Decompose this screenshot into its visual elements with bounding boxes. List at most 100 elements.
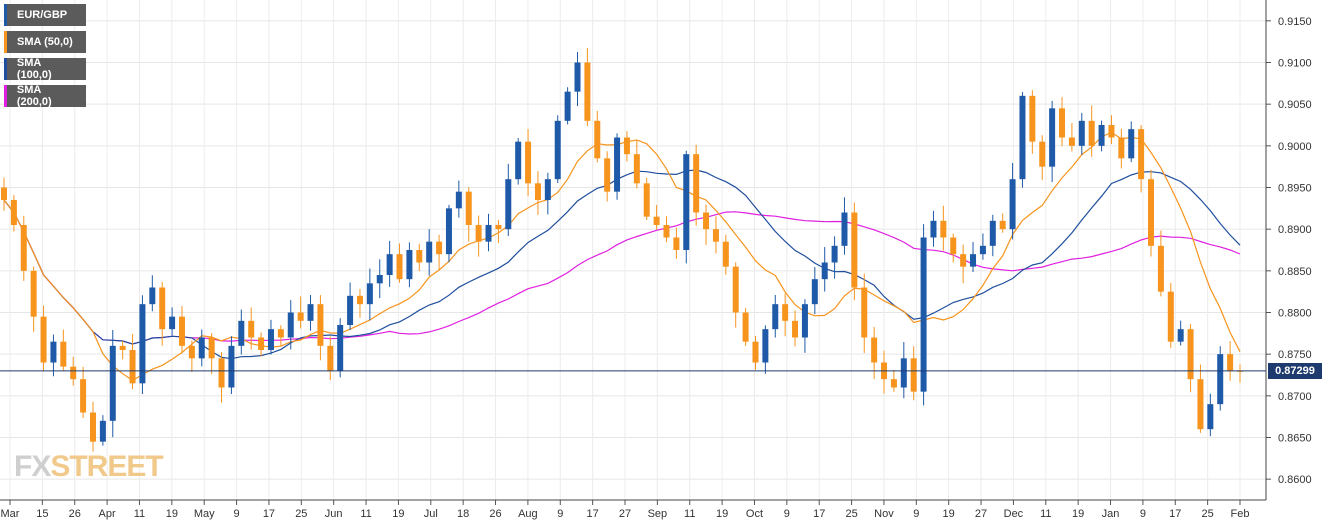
legend-item-sma50[interactable]: SMA (50,0) (4, 31, 86, 53)
candle-body (554, 120, 561, 180)
candle-body (534, 183, 541, 200)
candle-body (900, 358, 907, 388)
legend-item-sma100[interactable]: SMA (100,0) (4, 57, 86, 81)
candle-body (119, 345, 126, 350)
x-tick-label: 11 (1040, 508, 1051, 520)
legend-item-eurgbp[interactable]: EUR/GBP (4, 4, 86, 26)
x-tick-label: 25 (845, 508, 857, 520)
candle-body (1197, 379, 1204, 430)
candle-body (614, 137, 621, 192)
x-tick-label: Oct (746, 508, 763, 520)
y-tick-label: 0.9050 (1278, 99, 1312, 111)
candle-body (1088, 120, 1095, 146)
sma-50-path (3, 131, 1241, 382)
candle-body (426, 241, 433, 263)
legend-item-sma200[interactable]: SMA (200,0) (4, 84, 86, 108)
candle-body (238, 320, 245, 346)
y-tick-label: 0.8800 (1278, 308, 1312, 320)
candle-body (1029, 95, 1036, 142)
x-tick-label: 9 (913, 508, 919, 520)
candle-body (1078, 120, 1085, 146)
candle-body (495, 225, 502, 230)
x-tick-label: 9 (784, 508, 790, 520)
sma-50-line (3, 131, 1241, 382)
candle-body (248, 320, 255, 338)
candle-body (831, 245, 838, 263)
candle-body (1128, 129, 1135, 159)
candle-body (445, 208, 452, 255)
candle-body (208, 337, 215, 359)
x-tick-label: Jul (424, 508, 438, 520)
candle-body (1207, 404, 1214, 430)
candle-body (604, 158, 611, 192)
candle-body (1177, 329, 1184, 342)
candle-body (465, 191, 472, 225)
candle-body (1, 187, 7, 200)
candle-body (1019, 95, 1026, 180)
candle-body (712, 229, 719, 242)
candle-body (188, 345, 195, 359)
candle-body (317, 304, 324, 346)
candle-body (940, 220, 947, 238)
x-tick-label: 25 (1202, 508, 1214, 520)
candle-body (752, 341, 759, 363)
x-tick-label: 19 (716, 508, 728, 520)
candle-body (1098, 125, 1105, 146)
candle-body (10, 200, 17, 225)
y-tick-label: 0.8650 (1278, 433, 1312, 445)
candle-body (416, 250, 423, 263)
candle-body (673, 237, 680, 250)
candle-body (772, 304, 779, 330)
x-tick-label: 27 (619, 508, 631, 520)
candle-body (574, 62, 581, 92)
x-tick-label: Feb (1231, 508, 1250, 520)
y-tick-label: 0.9100 (1278, 58, 1312, 70)
x-tick-label: 18 (457, 508, 469, 520)
candle-body (258, 337, 265, 350)
candle-body (623, 137, 630, 155)
candle-body (1187, 329, 1194, 380)
candle-body (801, 304, 808, 338)
candle-body (337, 325, 344, 371)
legend-swatch (4, 58, 7, 80)
candle-body (89, 412, 96, 442)
legend-label: EUR/GBP (17, 9, 68, 21)
candle-body (505, 179, 512, 230)
candle-body (228, 345, 235, 388)
candle-body (564, 91, 571, 121)
candle-body (703, 212, 710, 230)
candle-body (40, 316, 47, 363)
candle-body (633, 154, 640, 184)
legend-swatch (4, 85, 7, 107)
y-tick-label: 0.8750 (1278, 349, 1312, 361)
x-tick-label: 26 (69, 508, 81, 520)
candle-body (821, 262, 828, 280)
candle-body (584, 62, 591, 121)
candle-body (1118, 137, 1125, 159)
candle-body (792, 320, 799, 338)
sma-100-line (3, 169, 1241, 360)
candles (1, 47, 1243, 452)
legend-label: SMA (100,0) (16, 57, 52, 81)
sma-200-line (3, 199, 1241, 345)
x-tick-label: 17 (813, 508, 825, 520)
candle-body (643, 183, 650, 217)
legend-swatch (4, 31, 7, 53)
candle-body (999, 220, 1006, 230)
candle-body (20, 225, 27, 271)
y-tick-label: 0.9000 (1278, 141, 1312, 153)
candle-body (920, 237, 927, 392)
candle-body (1148, 179, 1155, 246)
legend-label: SMA (50,0) (17, 36, 73, 48)
candle-body (455, 191, 462, 209)
x-tick-label: Apr (99, 508, 116, 520)
candle-body (307, 304, 314, 321)
y-tick-label: 0.8700 (1278, 391, 1312, 403)
candle-body (811, 279, 818, 305)
candle-body (1138, 129, 1145, 180)
x-tick-label: Mar (1, 508, 20, 520)
candle-body (1039, 141, 1046, 167)
chart-grid (0, 0, 1266, 500)
x-tick-label: Jun (325, 508, 343, 520)
x-tick-label: 19 (943, 508, 955, 520)
